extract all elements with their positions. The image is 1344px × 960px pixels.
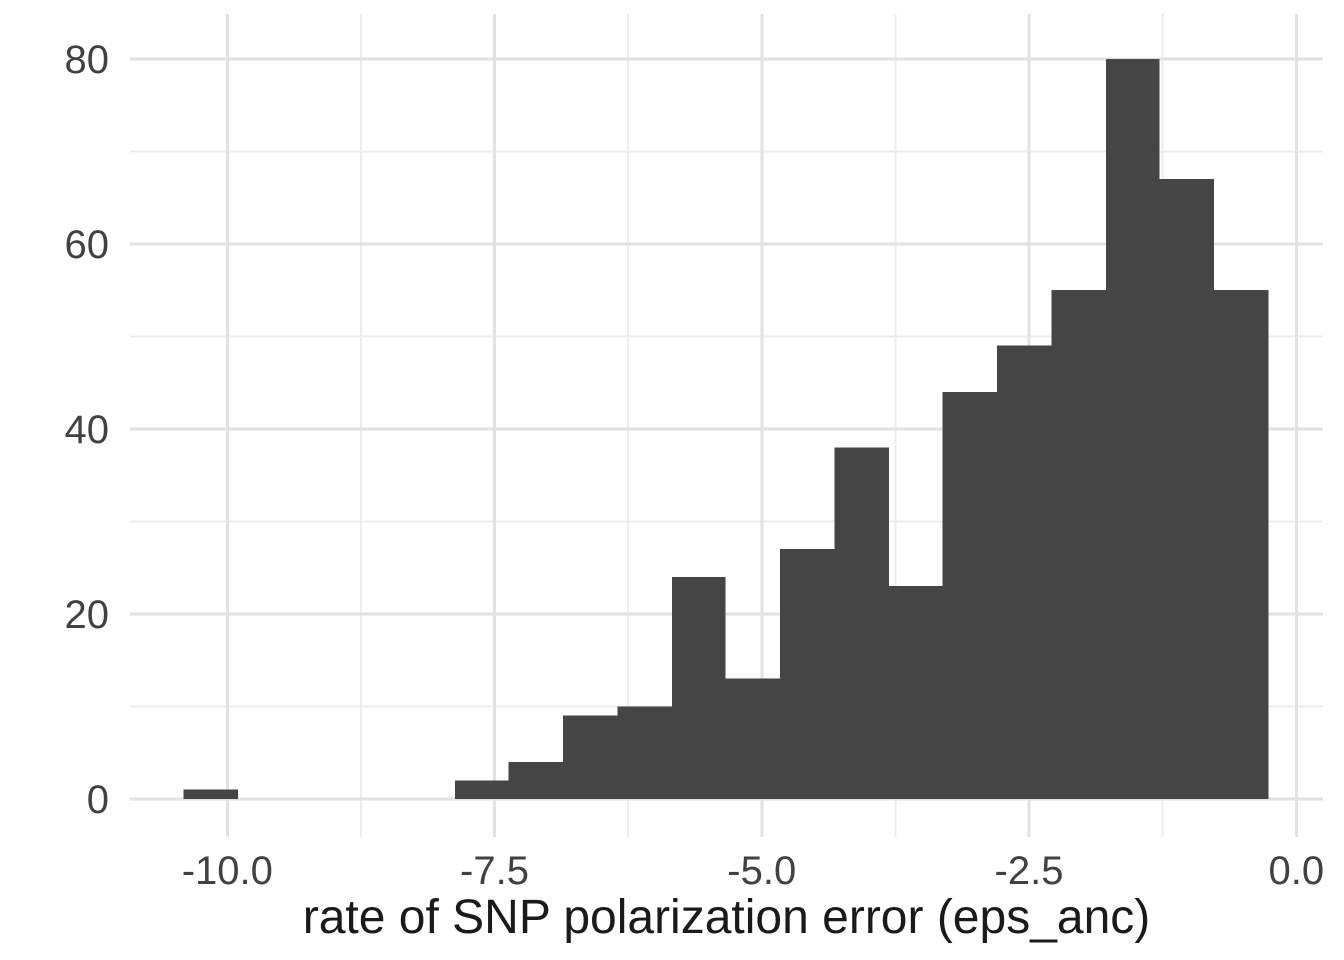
x-tick-label: 0.0 [1268, 849, 1324, 893]
histogram-bar [183, 789, 238, 799]
histogram-bar [617, 706, 672, 799]
histogram-bar [562, 715, 618, 799]
x-tick-label: -7.5 [460, 849, 529, 893]
y-tick-label: 0 [87, 778, 109, 822]
x-axis-title: rate of SNP polarization error (eps_anc) [303, 891, 1151, 944]
y-tick-label: 40 [65, 408, 110, 452]
histogram-bar [725, 678, 780, 799]
histogram-bar [454, 780, 509, 799]
histogram-bar [508, 761, 563, 799]
histogram-bar [1213, 290, 1269, 799]
x-tick-label: -5.0 [727, 849, 796, 893]
histogram-bar [942, 391, 997, 799]
histogram-bar [996, 345, 1052, 799]
axis-labels: 0 20 40 60 80 -10.0 -7.5 -5.0 -2.5 0.0 rate of SNP… [65, 38, 1325, 944]
histogram-bar [1105, 58, 1160, 799]
histogram-bars [183, 58, 1269, 799]
histogram-bar [1159, 179, 1214, 799]
histogram-bar [1051, 290, 1106, 799]
histogram-bar [671, 576, 726, 799]
histogram-bar [888, 586, 943, 799]
x-tick-label: -10.0 [182, 849, 273, 893]
histogram-bar [834, 447, 889, 799]
histogram-bar [779, 549, 835, 799]
y-tick-label: 20 [65, 593, 110, 637]
y-tick-label: 80 [65, 38, 110, 82]
x-tick-label: -2.5 [995, 849, 1064, 893]
y-tick-label: 60 [65, 223, 110, 267]
